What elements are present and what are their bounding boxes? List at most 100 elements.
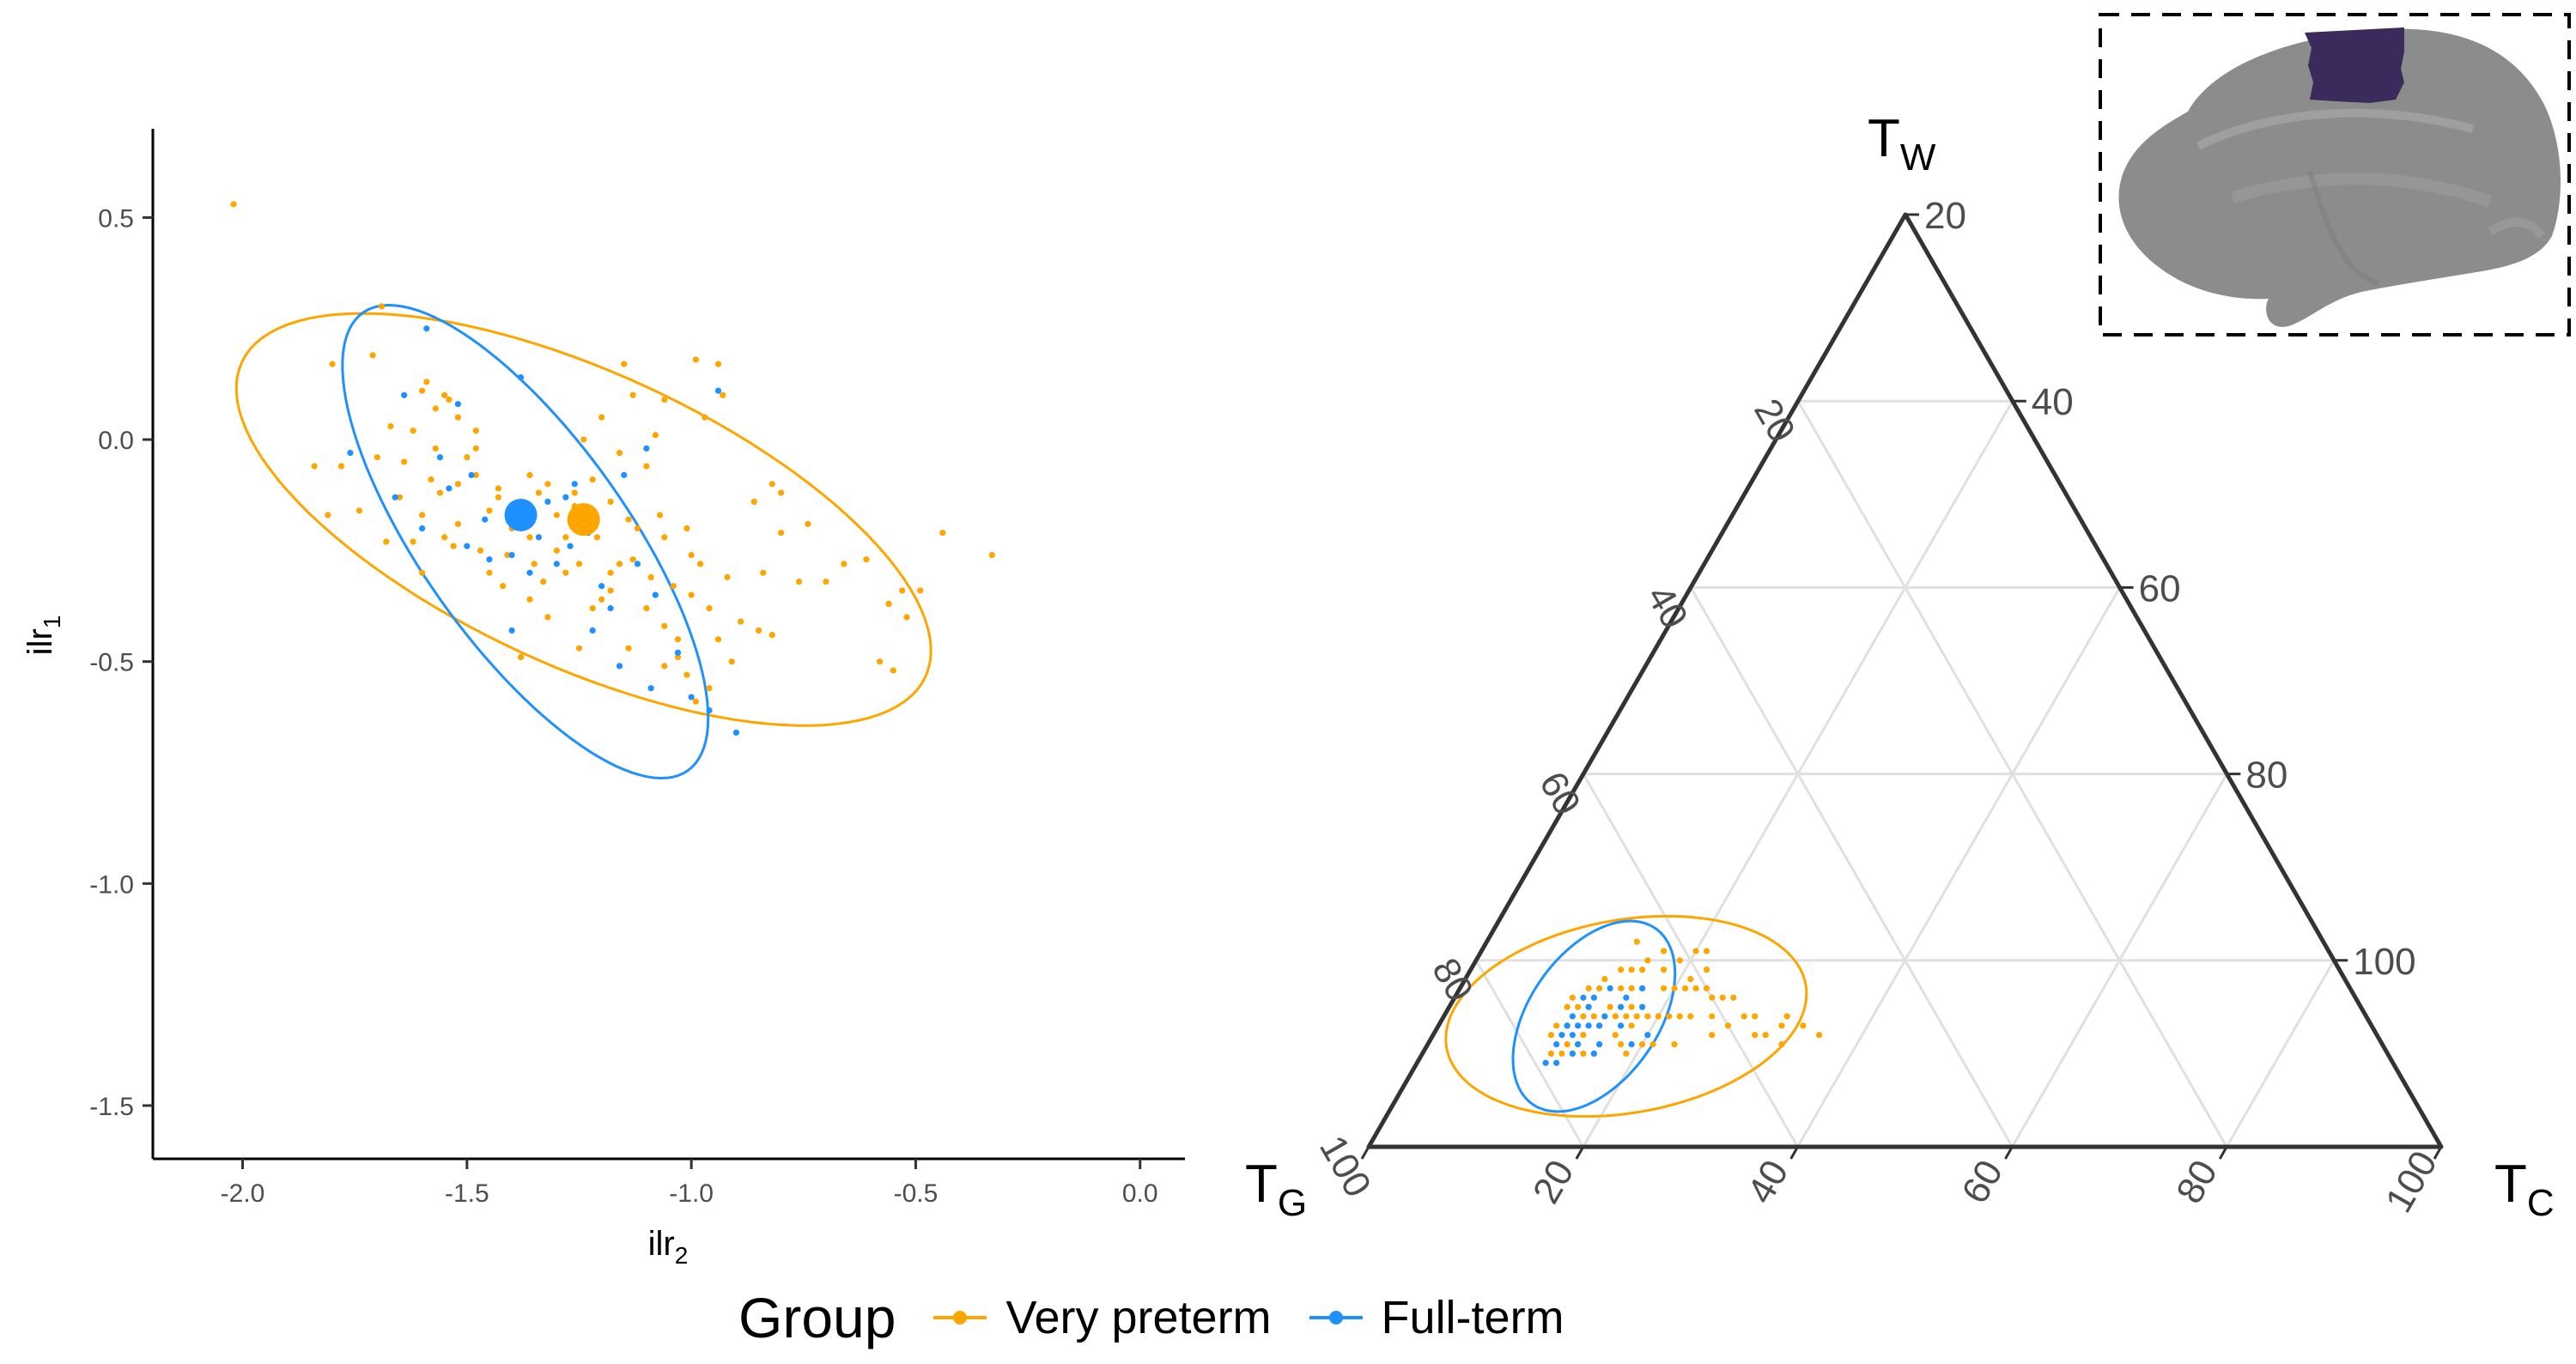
axes-layer bbox=[151, 129, 1185, 1161]
mean-full-term bbox=[504, 499, 538, 531]
ilr-scatter-plot: -2.0 -1.5 -1.0 -0.5 0.0 0.5 0.0 -0.5 -1.0 -1.5 il… bbox=[21, 129, 1185, 1269]
ternary-tick bbox=[1682, 586, 1692, 601]
data-point bbox=[885, 600, 892, 608]
ternary-point bbox=[1596, 1022, 1603, 1029]
ternary-point bbox=[1580, 1013, 1587, 1020]
data-point bbox=[472, 445, 479, 452]
data-point bbox=[706, 605, 713, 612]
ternary-tick bbox=[1360, 1146, 1370, 1160]
ternary-point bbox=[1778, 1040, 1785, 1048]
ellipse-full-term bbox=[341, 303, 710, 780]
data-point bbox=[347, 449, 354, 457]
data-point bbox=[903, 614, 910, 621]
ternary-right-tick-label: 60 bbox=[2139, 567, 2181, 609]
ternary-gridline bbox=[1796, 586, 2121, 1148]
data-point bbox=[683, 524, 690, 532]
data-point bbox=[401, 458, 408, 465]
ternary-left-tick-label: 100 bbox=[1311, 1129, 1379, 1204]
data-point bbox=[616, 449, 623, 457]
ternary-triangle bbox=[1366, 212, 2444, 1149]
legend: Group Very preterm Full-term bbox=[738, 1279, 1599, 1356]
data-point bbox=[531, 561, 538, 567]
ternary-point bbox=[1607, 985, 1613, 991]
ternary-point bbox=[1660, 967, 1668, 973]
data-point bbox=[482, 516, 489, 523]
ellipse-very-preterm bbox=[234, 312, 933, 727]
legend-item-full-term: Full-term bbox=[1306, 1291, 1564, 1344]
data-point bbox=[728, 658, 735, 665]
means-layer bbox=[504, 499, 600, 537]
data-point bbox=[661, 663, 668, 670]
y-tick-label: 0.5 bbox=[98, 204, 134, 233]
ternary-point bbox=[1580, 1050, 1587, 1057]
data-point bbox=[486, 507, 493, 514]
data-point bbox=[553, 512, 560, 518]
data-point bbox=[535, 534, 543, 541]
data-point bbox=[688, 694, 695, 700]
ternary-point bbox=[1687, 975, 1694, 983]
ternary-point bbox=[1633, 1013, 1640, 1020]
ternary-point bbox=[1692, 985, 1699, 991]
data-point bbox=[598, 596, 605, 603]
ternary-point bbox=[1628, 1003, 1635, 1010]
ternary-tick bbox=[1789, 1146, 1799, 1160]
data-point bbox=[647, 685, 654, 692]
data-point bbox=[562, 569, 569, 576]
ternary-point bbox=[1618, 985, 1625, 991]
x-tick-label: -2.0 bbox=[221, 1179, 265, 1208]
ternary-point bbox=[1719, 994, 1726, 1001]
data-point bbox=[621, 471, 628, 479]
ternary-point bbox=[1628, 967, 1635, 973]
data-point bbox=[423, 379, 430, 385]
ternary-gridline bbox=[2011, 773, 2228, 1148]
data-point bbox=[432, 405, 439, 412]
data-point bbox=[674, 636, 682, 643]
data-point bbox=[760, 569, 767, 576]
ternary-point bbox=[1800, 1022, 1807, 1029]
ternary-left-tick-label: 60 bbox=[1531, 765, 1589, 822]
ternary-tick bbox=[1467, 960, 1478, 973]
data-point bbox=[616, 561, 623, 567]
ternary-gridline bbox=[2225, 960, 2336, 1148]
ternary-point bbox=[1575, 1003, 1582, 1010]
ternary-point bbox=[1553, 1022, 1560, 1029]
data-point bbox=[625, 645, 632, 652]
ternary-right-tick-label: 20 bbox=[1924, 195, 1966, 237]
ternary-point bbox=[1623, 1050, 1630, 1057]
x-tick-label: 0.0 bbox=[1122, 1179, 1158, 1208]
ternary-left-tick-label: 20 bbox=[1746, 392, 1803, 450]
data-point bbox=[450, 543, 457, 549]
ternary-point bbox=[1709, 1013, 1716, 1020]
ternary-point bbox=[1596, 985, 1603, 991]
ternary-point bbox=[1569, 1050, 1576, 1057]
data-point bbox=[472, 471, 479, 479]
ternary-points bbox=[1542, 938, 1823, 1066]
data-point bbox=[311, 463, 318, 470]
y-tick-label: 0.0 bbox=[98, 427, 134, 455]
y-tick-label: -1.5 bbox=[89, 1093, 134, 1121]
legend-label-very-preterm: Very preterm bbox=[1005, 1292, 1272, 1343]
ternary-point bbox=[1601, 975, 1608, 983]
data-point bbox=[643, 463, 650, 470]
data-point bbox=[598, 414, 605, 421]
highlighted-region bbox=[2305, 27, 2404, 103]
ternary-point bbox=[1612, 1013, 1619, 1020]
data-point bbox=[486, 569, 493, 576]
ternary-point bbox=[1575, 1040, 1582, 1048]
data-point bbox=[589, 476, 596, 483]
ternary-point bbox=[1564, 1003, 1571, 1010]
legend-key-full-term bbox=[1309, 1311, 1363, 1325]
data-point bbox=[553, 547, 560, 554]
data-point bbox=[841, 561, 848, 567]
data-point bbox=[607, 498, 614, 506]
ternary-gridline bbox=[1582, 773, 1799, 1148]
data-point bbox=[607, 605, 614, 612]
ternary-point bbox=[1612, 1032, 1619, 1039]
ternary-point bbox=[1633, 938, 1640, 945]
data-point bbox=[454, 520, 461, 527]
ternary-point bbox=[1687, 1013, 1694, 1020]
ternary-point bbox=[1660, 948, 1668, 955]
data-point bbox=[692, 356, 699, 363]
data-point bbox=[714, 361, 722, 367]
ternary-point bbox=[1638, 1040, 1646, 1048]
